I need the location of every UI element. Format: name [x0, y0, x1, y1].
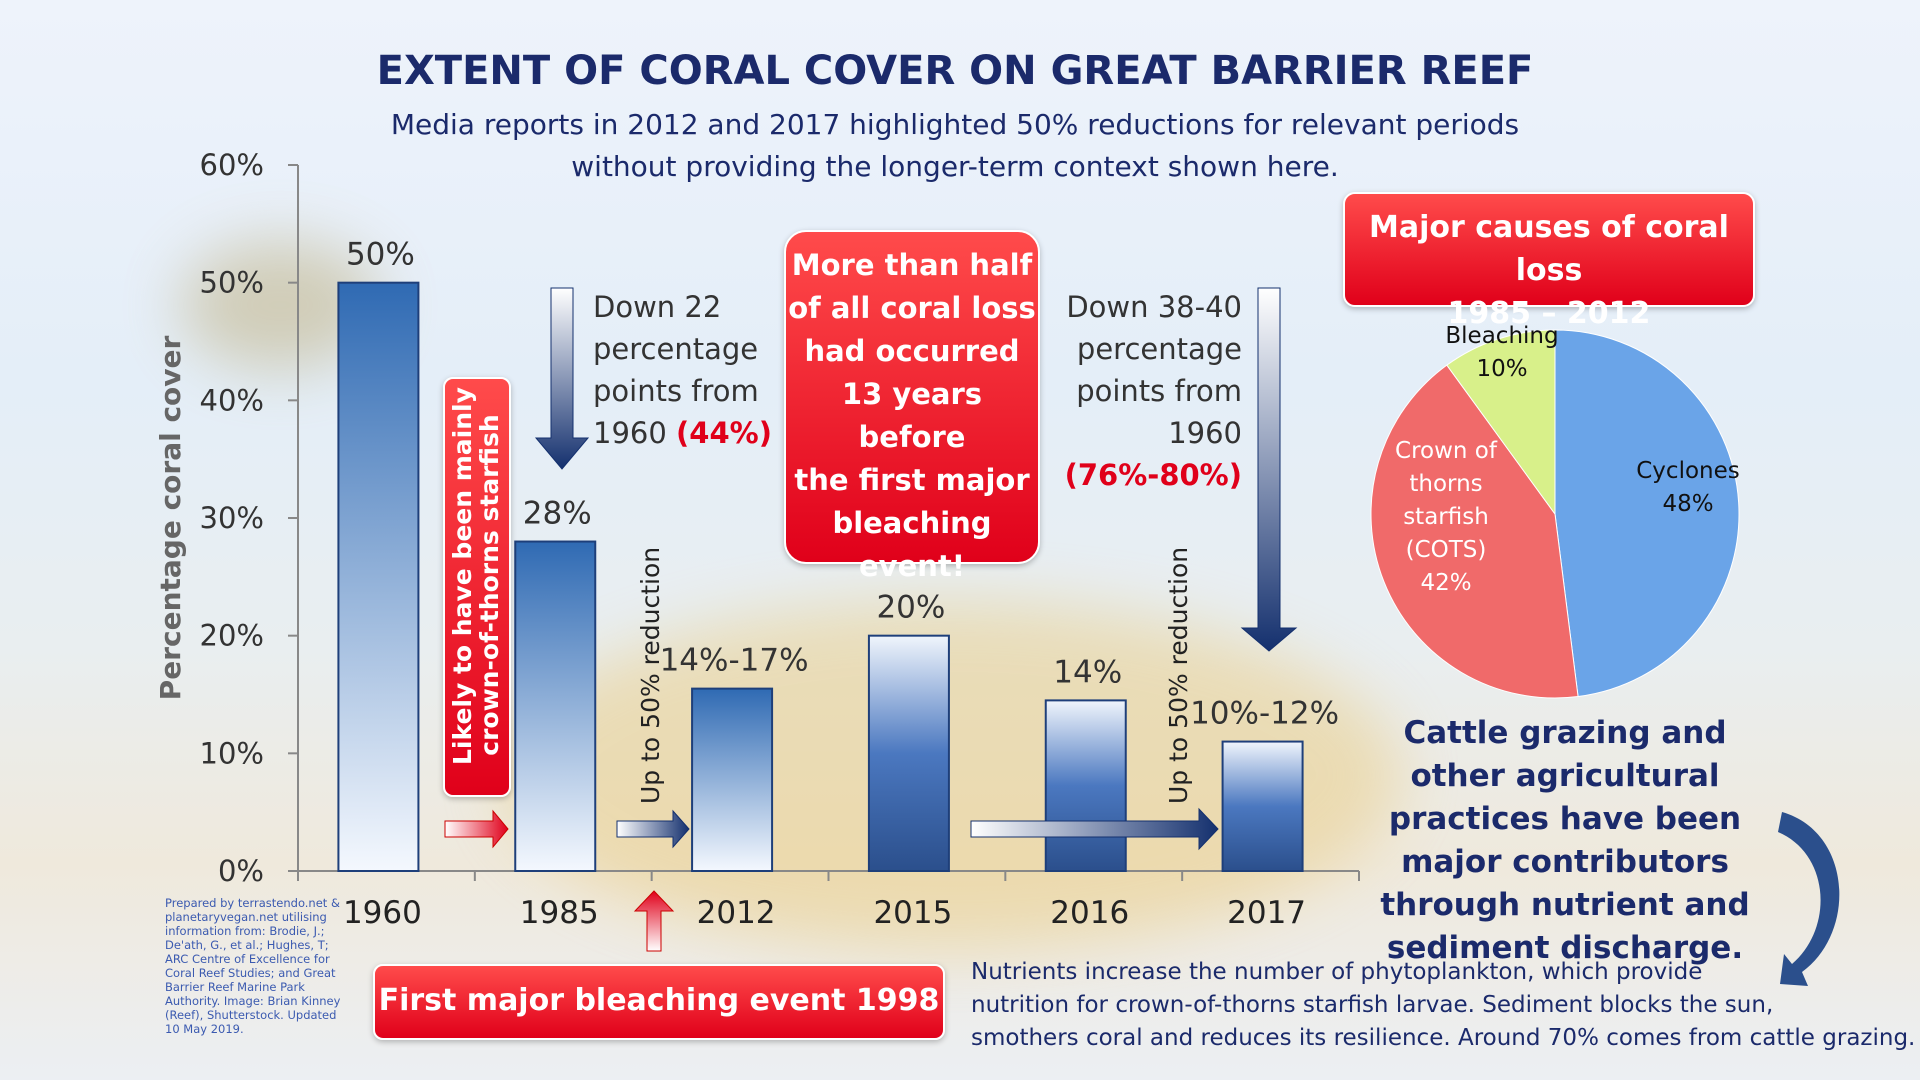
y-tick-label: 50%	[200, 266, 264, 300]
likely-line: crown-of-thorns starfish	[475, 414, 504, 756]
callout-line: the first major	[794, 463, 1030, 497]
nutrients-line: smothers coral and reduces its resilienc…	[971, 1025, 1916, 1051]
likely-cots-box: Likely to have been mainly crown-of-thor…	[443, 377, 511, 797]
reduction-label-2012: Up to 50% reduction	[636, 546, 665, 804]
bar-label-2016: 14%	[1053, 654, 1122, 690]
bar-1985	[514, 540, 597, 872]
right-arrow-blue-2-icon	[970, 807, 1219, 851]
pie-label-1: starfish	[1403, 504, 1489, 530]
more-than-half-callout: More than half of all coral loss had occ…	[784, 230, 1040, 583]
x-tick-label-2017: 2017	[1227, 895, 1306, 931]
y-tick-label: 20%	[200, 619, 264, 653]
nutrients-note: Nutrients increase the number of phytopl…	[971, 956, 1915, 1055]
right-arrow-blue-1-icon	[616, 809, 690, 849]
down22-percent: (44%)	[676, 416, 772, 450]
x-tick-label-2016: 2016	[1050, 895, 1129, 931]
y-tick-label: 0%	[218, 854, 264, 888]
bar-2012	[691, 687, 774, 872]
down38-percent: (76%-80%)	[1064, 458, 1242, 492]
right-arrow-red-icon	[444, 809, 509, 849]
first-bleaching-box: First major bleaching event 1998	[373, 964, 945, 1040]
x-tick-label-1960: 1960	[343, 895, 422, 931]
y-tick-label: 10%	[200, 736, 264, 770]
callout-line: More than half	[791, 248, 1033, 282]
down38-annotation: Down 38-40 percentage points from 1960 (…	[1040, 286, 1242, 496]
likely-line: Likely to have been mainly	[448, 387, 477, 765]
down38-line: Down 38-40	[1066, 290, 1242, 324]
bar-label-2015: 20%	[876, 590, 945, 626]
page-title: EXTENT OF CORAL COVER ON GREAT BARRIER R…	[376, 48, 1534, 94]
bar-label-2012: 14%-17%	[660, 643, 809, 679]
down22-line: points from	[593, 374, 759, 408]
pie-slice-1	[1370, 364, 1579, 699]
pie-title-line: Major causes of coral loss	[1369, 210, 1729, 288]
pie-value-2: 10%	[1476, 356, 1527, 382]
pie-label-0: Cyclones	[1636, 458, 1740, 484]
bar-2015	[867, 634, 950, 873]
callout-line: event!	[859, 549, 965, 583]
down38-line: percentage	[1076, 332, 1242, 366]
y-axis-label: Percentage coral cover	[154, 335, 187, 700]
down38-line: 1960	[1168, 416, 1242, 450]
curved-arrow-icon	[1778, 812, 1840, 986]
bar-2017	[1221, 740, 1304, 872]
down22-line: percentage	[593, 332, 759, 366]
pie-value-0: 48%	[1662, 491, 1713, 517]
subtitle-line-1: Media reports in 2012 and 2017 highlight…	[390, 108, 1520, 141]
pie-label-2: Bleaching	[1445, 323, 1558, 349]
pie-value-1: 42%	[1420, 570, 1471, 596]
bar-1960	[337, 281, 420, 872]
callout-line: 13 years before	[841, 377, 983, 454]
pie-label-1: Crown of	[1395, 438, 1498, 464]
bar-2016	[1044, 699, 1127, 873]
credit-text: Prepared by terrastendo.net & planetaryv…	[165, 896, 341, 1036]
x-tick-label-2012: 2012	[697, 895, 776, 931]
likely-cots-text: Likely to have been mainly crown-of-thor…	[448, 387, 504, 765]
cattle-grazing-note: Cattle grazing and other agricultural pr…	[1380, 715, 1750, 966]
down-arrow-1985-icon	[534, 287, 590, 470]
subtitle-line-2: without providing the longer-term contex…	[571, 150, 1339, 183]
reduction-label-2017: Up to 50% reduction	[1164, 546, 1193, 804]
y-tick-label: 30%	[200, 501, 264, 535]
x-tick-label-1985: 1985	[520, 895, 599, 931]
pie-slice-2	[1446, 329, 1556, 516]
callout-line: bleaching	[832, 506, 992, 540]
down22-line: 1960 (44%)	[593, 412, 772, 454]
pie-title-line: 1985 – 2012	[1447, 296, 1651, 331]
down22-line: Down 22	[593, 290, 722, 324]
down22-text: 1960	[593, 416, 677, 450]
callout-line: had occurred	[804, 334, 1020, 368]
y-tick-label: 40%	[200, 383, 264, 417]
callout-line: of all coral loss	[788, 291, 1036, 325]
down-arrow-2017-icon	[1240, 287, 1298, 652]
pie-label-1: thorns	[1409, 471, 1482, 497]
pie-slice-0	[1554, 329, 1740, 698]
bar-label-2017: 10%-12%	[1190, 696, 1339, 732]
nutrients-line: nutrition for crown-of-thorns starfish l…	[971, 992, 1774, 1018]
y-tick-label: 60%	[200, 148, 264, 182]
bar-label-1960: 50%	[346, 237, 415, 273]
bar-label-1985: 28%	[523, 496, 592, 532]
nutrients-line: Nutrients increase the number of phytopl…	[971, 959, 1703, 985]
down22-annotation: Down 22 percentage points from 1960 (44%…	[593, 286, 772, 454]
pie-title-box: Major causes of coral loss 1985 – 2012	[1343, 192, 1755, 331]
up-arrow-red-icon	[633, 890, 675, 952]
arrows	[444, 287, 1840, 986]
x-tick-label-2015: 2015	[873, 895, 952, 931]
down38-line: points from	[1076, 374, 1242, 408]
pie-label-1: (COTS)	[1406, 537, 1487, 563]
